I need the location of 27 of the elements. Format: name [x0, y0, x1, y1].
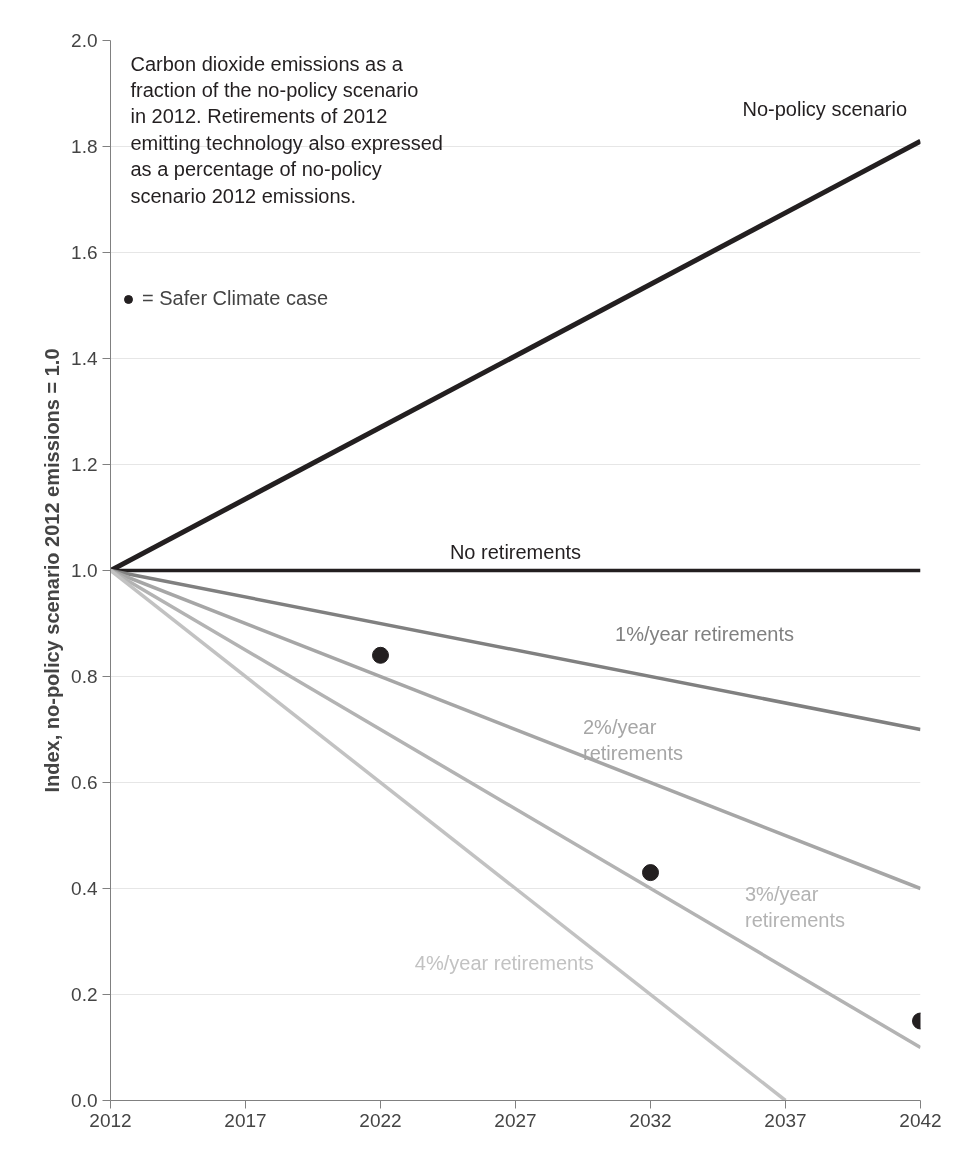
y-tick-label: 1.2 [71, 454, 98, 475]
series-label: No-policy scenario [742, 98, 907, 120]
y-tick-label: 0.6 [71, 772, 98, 793]
legend-label: = Safer Climate case [142, 287, 329, 310]
series-label: 4%/year retirements [414, 951, 594, 974]
y-tick-label: 0.2 [71, 984, 98, 1005]
y-tick-label: 0.0 [71, 1090, 98, 1111]
x-tick-label: 2012 [89, 1109, 132, 1131]
y-tick-label: 1.4 [71, 348, 98, 369]
series-label: 3%/year retirements [745, 882, 846, 931]
x-tick-label: 2032 [629, 1109, 672, 1131]
x-tick-label: 2027 [494, 1109, 537, 1131]
y-tick-label: 1.8 [71, 136, 98, 157]
series-label: 1%/year retirements [615, 622, 794, 645]
y-tick-label: 0.4 [71, 878, 98, 899]
series-label: No retirements [449, 540, 582, 563]
y-axis-title: Index, no-policy scenario 2012 emissions = 1.0 [41, 348, 64, 793]
y-tick-label: 1.6 [71, 242, 98, 263]
x-tick-label: 2017 [224, 1109, 267, 1131]
x-tick-label: 2037 [764, 1109, 807, 1131]
y-tick-label: 0.8 [71, 666, 98, 687]
x-tick-label: 2022 [359, 1109, 402, 1131]
annotation: Carbon dioxide emissions as a fraction of the no-policy scenario in 2012. Retirements of 2012 emitting technology also expressed as a percentage of no-policy scenario 2012 emissions. [130, 52, 443, 207]
x-tick-label: 2042 [899, 1109, 942, 1131]
y-tick-label: 1.0 [71, 560, 98, 581]
series-label: 2%/year retirements [583, 715, 684, 764]
y-tick-label: 2.0 [71, 30, 98, 51]
